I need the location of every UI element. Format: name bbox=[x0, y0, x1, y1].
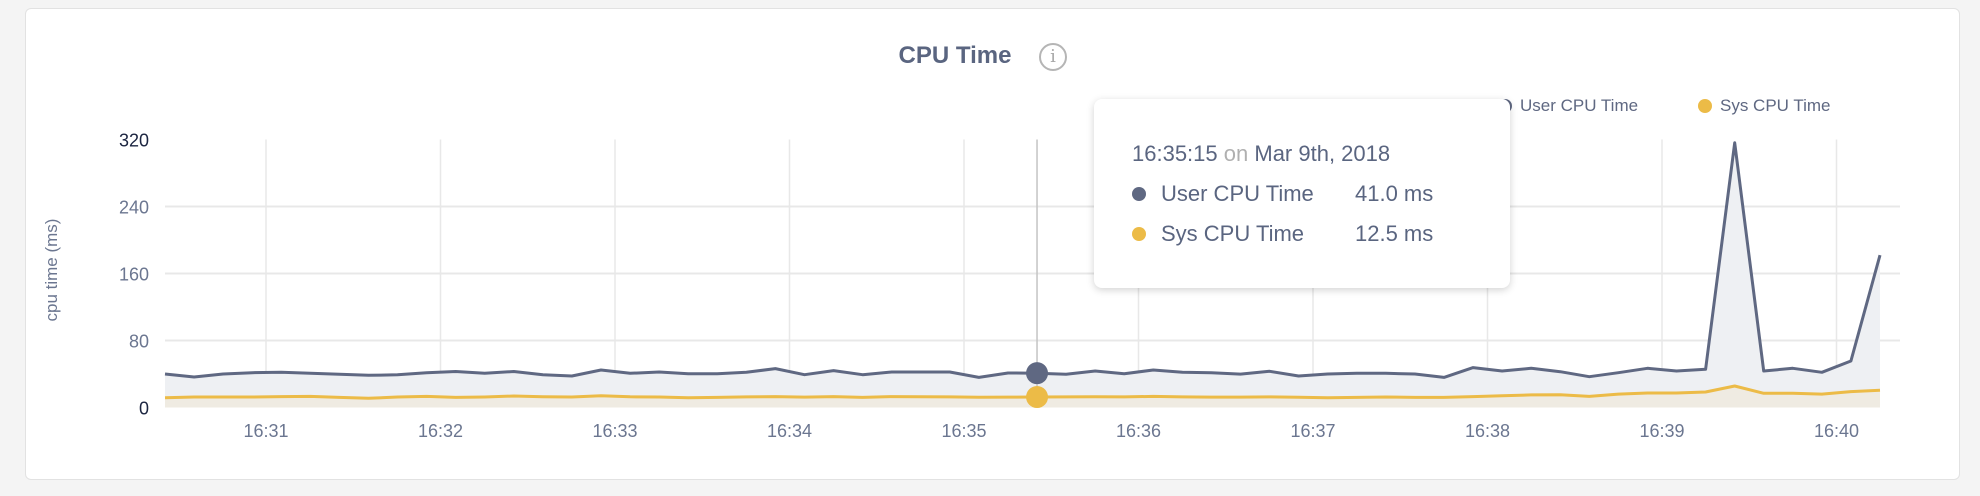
tooltip-date: Mar 9th, 2018 bbox=[1254, 141, 1391, 166]
y-tick-label: 160 bbox=[119, 265, 149, 285]
tooltip-value: 41.0 ms bbox=[1355, 181, 1434, 206]
dot-icon bbox=[1132, 227, 1146, 241]
hover-point-sys bbox=[1026, 386, 1049, 409]
tooltip-time: 16:35:15 bbox=[1132, 141, 1218, 166]
x-tick-label: 16:35 bbox=[941, 421, 986, 441]
user-cpu-line bbox=[164, 141, 1882, 379]
tooltip-header: 16:35:15 on Mar 9th, 2018 bbox=[1132, 141, 1510, 167]
legend-label: Sys CPU Time bbox=[1720, 96, 1831, 115]
x-tick-label: 16:33 bbox=[592, 421, 637, 441]
y-tick-label: 320 bbox=[119, 131, 149, 151]
tooltip: 16:35:15 on Mar 9th, 2018 User CPU Time … bbox=[1094, 99, 1510, 288]
info-icon[interactable]: i bbox=[1039, 43, 1067, 71]
legend-item-sys[interactable]: Sys CPU Time bbox=[1698, 96, 1831, 116]
x-tick-label: 16:32 bbox=[418, 421, 463, 441]
x-tick-label: 16:39 bbox=[1639, 421, 1684, 441]
x-tick-label: 16:31 bbox=[243, 421, 288, 441]
x-tick-label: 16:38 bbox=[1465, 421, 1510, 441]
legend-dot-icon bbox=[1698, 99, 1712, 113]
sys-cpu-line bbox=[164, 384, 1881, 400]
y-tick-label: 0 bbox=[139, 399, 149, 419]
tooltip-row-sys: Sys CPU Time 12.5 ms bbox=[1132, 221, 1510, 247]
x-tick-label: 16:37 bbox=[1290, 421, 1335, 441]
tooltip-row-user: User CPU Time 41.0 ms bbox=[1132, 181, 1510, 207]
hover-point-user bbox=[1026, 362, 1049, 385]
x-tick-label: 16:34 bbox=[767, 421, 812, 441]
tooltip-label: Sys CPU Time bbox=[1161, 221, 1305, 246]
tooltip-label: User CPU Time bbox=[1161, 181, 1314, 206]
x-tick-label: 16:40 bbox=[1814, 421, 1859, 441]
tooltip-value: 12.5 ms bbox=[1355, 221, 1434, 246]
x-tick-label: 16:36 bbox=[1116, 421, 1161, 441]
legend-label: User CPU Time bbox=[1520, 96, 1639, 115]
dot-icon bbox=[1132, 187, 1146, 201]
sys-cpu-area bbox=[165, 386, 1880, 408]
tooltip-on: on bbox=[1223, 141, 1249, 166]
y-tick-label: 240 bbox=[119, 198, 149, 218]
chart-title: CPU Time bbox=[898, 42, 1012, 69]
y-tick-label: 80 bbox=[129, 332, 149, 352]
user-cpu-area bbox=[165, 142, 1880, 408]
